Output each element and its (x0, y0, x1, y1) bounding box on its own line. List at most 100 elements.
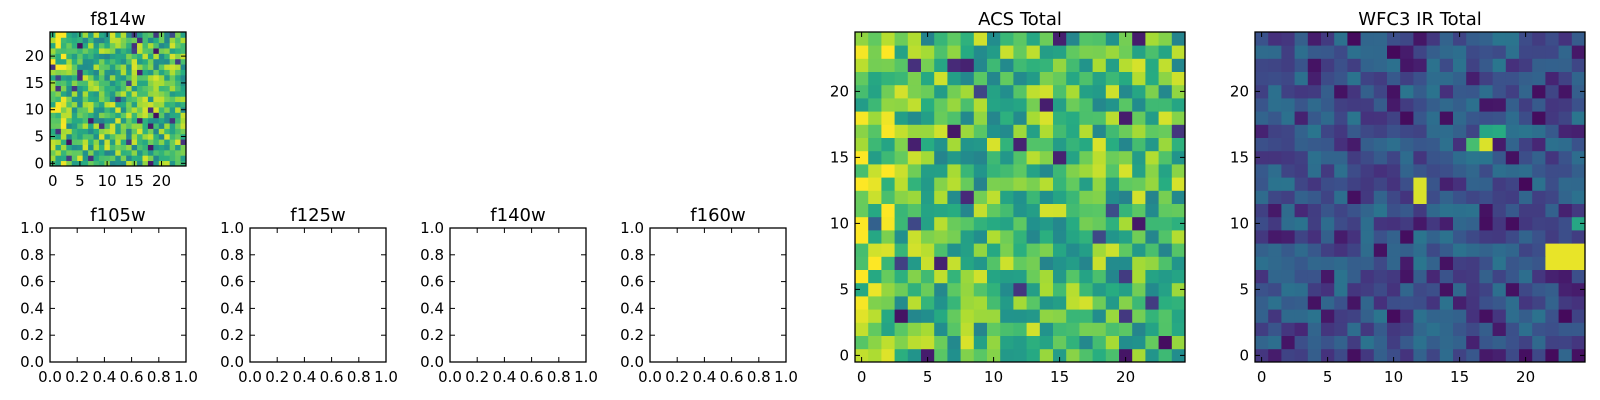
heatmap-cell (934, 124, 948, 138)
heatmap-cell (137, 144, 143, 151)
heatmap-cell (1066, 150, 1080, 165)
heatmap-cell (1026, 111, 1041, 125)
heatmap-cell (1558, 124, 1573, 138)
heatmap-cell (1105, 71, 1120, 86)
heatmap-cell (142, 144, 149, 151)
heatmap-cell (1334, 243, 1348, 257)
heatmap-cell (147, 32, 154, 38)
heatmap-cell (88, 96, 94, 103)
heatmap-cell (158, 101, 165, 108)
heatmap-cell (1145, 203, 1159, 218)
heatmap-cell (1294, 58, 1309, 72)
heatmap-cell (1505, 111, 1520, 125)
heatmap-cell (158, 112, 165, 119)
heatmap-cell (1532, 269, 1546, 284)
heatmap-cell (1013, 296, 1027, 310)
heatmap-cell (1558, 137, 1573, 152)
heatmap-cell (1013, 58, 1027, 72)
heatmap-cell (164, 42, 171, 49)
heatmap-cell (1000, 137, 1014, 152)
heatmap-cell (987, 269, 1001, 284)
heatmap-cell (907, 58, 922, 72)
heatmap-cell (907, 32, 922, 46)
heatmap-cell (50, 149, 56, 156)
heatmap-cell (1132, 177, 1146, 191)
heatmap-cell (77, 133, 84, 140)
heatmap-cell (1400, 243, 1414, 257)
heatmap-cell (1373, 309, 1388, 323)
heatmap-cell (175, 37, 181, 44)
heatmap-cell (1479, 124, 1493, 138)
heatmap-cell (66, 101, 73, 108)
heatmap-cell (1532, 296, 1546, 310)
heatmap-cell (104, 48, 111, 54)
heatmap-cell (1000, 190, 1014, 204)
heatmap-cell (1079, 98, 1093, 112)
heatmap-cell (180, 85, 187, 92)
y-tick-label: 0.6 (20, 273, 44, 291)
heatmap-cell (1307, 296, 1322, 310)
heatmap-cell (115, 128, 122, 135)
heatmap-cell (1387, 58, 1401, 72)
heatmap-cell (93, 101, 100, 108)
heatmap-cell (1119, 348, 1133, 363)
heatmap-cell (1545, 322, 1559, 336)
heatmap-cell (1307, 98, 1322, 112)
y-tick-label: 0.6 (620, 273, 644, 291)
heatmap-cell (104, 80, 111, 86)
heatmap-cell (1373, 164, 1388, 178)
heatmap-cell (868, 309, 882, 323)
heatmap-cell (82, 107, 89, 113)
heatmap-cell (987, 150, 1001, 165)
heatmap-cell (137, 96, 143, 103)
heatmap-cell (1026, 216, 1041, 231)
heatmap-cell (71, 80, 78, 86)
heatmap-cell (1387, 269, 1401, 284)
heatmap-cell (881, 335, 895, 350)
heatmap-cell (1387, 230, 1401, 244)
heatmap-cell (60, 112, 67, 119)
heatmap-cell (868, 45, 882, 59)
heatmap-cell (1119, 269, 1133, 284)
heatmap-cell (131, 85, 138, 92)
heatmap-cell (868, 216, 882, 231)
heatmap-cell (120, 128, 127, 135)
heatmap-cell (82, 80, 89, 86)
heatmap-cell (153, 123, 160, 129)
heatmap-cell (973, 256, 988, 270)
heatmap-cell (921, 282, 935, 297)
heatmap-cell (934, 98, 948, 112)
heatmap-cell (1307, 335, 1322, 350)
heatmap-cell (1571, 98, 1586, 112)
heatmap-cell (1026, 282, 1041, 297)
heatmap-cell (921, 203, 935, 218)
heatmap-cell (175, 149, 181, 156)
heatmap-cell (126, 85, 132, 92)
heatmap-cell (1492, 84, 1507, 99)
heatmap-cell (1360, 230, 1375, 244)
heatmap-cell (1545, 309, 1559, 323)
heatmap-cell (120, 48, 127, 54)
heatmap-cell (1294, 348, 1309, 363)
heatmap-cell (88, 48, 94, 54)
heatmap-cells (50, 32, 187, 167)
heatmap-cell (907, 309, 922, 323)
heatmap-cell (1171, 309, 1186, 323)
heatmap-cell (1492, 309, 1507, 323)
heatmap-cell (1132, 309, 1146, 323)
heatmap-cell (894, 282, 909, 297)
heatmap-cell (153, 128, 160, 135)
heatmap-cell (1321, 203, 1335, 218)
heatmap-cell (868, 230, 882, 244)
heatmap-cell (50, 85, 56, 92)
heatmap-cell (1026, 256, 1041, 270)
heatmap-cell (1334, 45, 1348, 59)
heatmap-cell (1545, 282, 1559, 297)
heatmap-cell (180, 128, 187, 135)
heatmap-cell (881, 124, 895, 138)
heatmap-cell (180, 64, 187, 70)
heatmap-cell (77, 48, 84, 54)
heatmap-cell (55, 69, 62, 76)
